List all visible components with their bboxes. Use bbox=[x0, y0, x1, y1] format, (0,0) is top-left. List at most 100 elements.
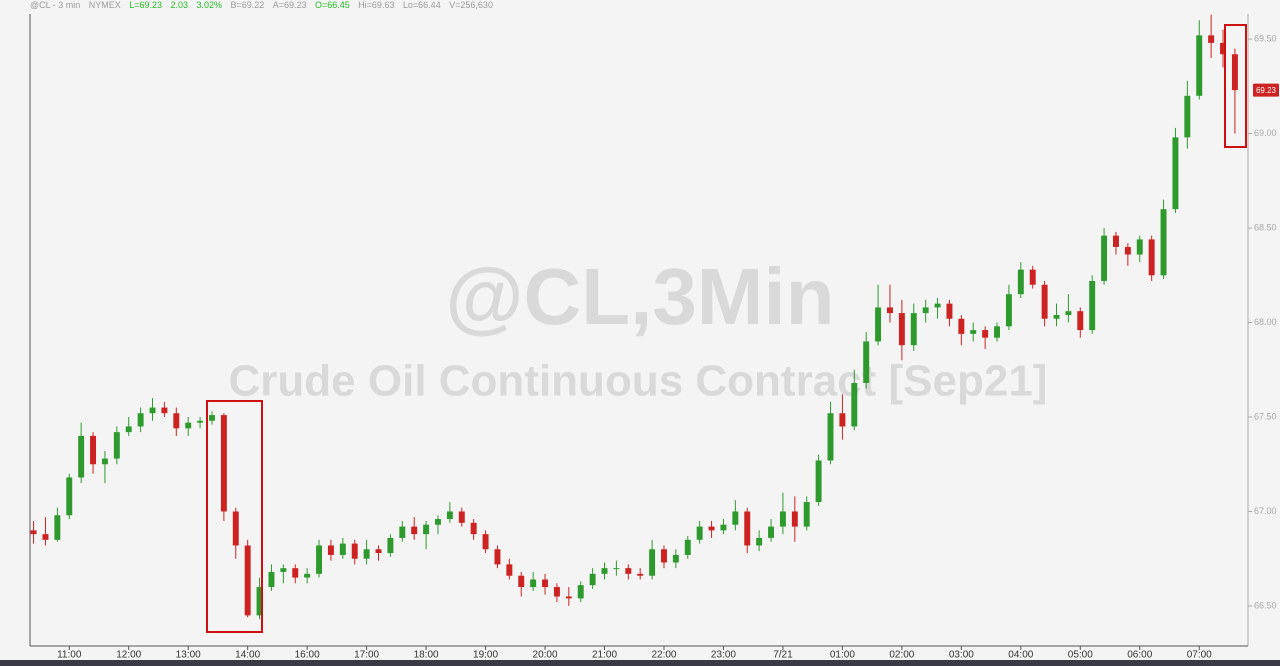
candle-body bbox=[649, 549, 656, 576]
candle-body bbox=[863, 341, 870, 383]
candle-body bbox=[42, 534, 49, 540]
candle-body bbox=[292, 568, 299, 578]
x-tick-label: 16:00 bbox=[295, 650, 320, 661]
candle-body bbox=[696, 526, 703, 540]
candle-body bbox=[423, 524, 430, 535]
candle-body bbox=[732, 511, 739, 525]
candle-body bbox=[922, 307, 929, 314]
candle-body bbox=[363, 549, 370, 559]
highlight-box bbox=[206, 400, 263, 633]
candle-body bbox=[399, 526, 406, 538]
x-tick-label: 12:00 bbox=[116, 650, 141, 661]
x-tick-label: 02:00 bbox=[889, 650, 914, 661]
header-exchange: NYMEX bbox=[89, 0, 121, 10]
header: @CL - 3 min NYMEX L=69.23 2.03 3.02% B=6… bbox=[30, 0, 493, 14]
header-bid: B=69.22 bbox=[230, 0, 264, 10]
x-tick-label: 01:00 bbox=[830, 650, 855, 661]
candle-body bbox=[232, 511, 239, 546]
candle-body bbox=[197, 420, 204, 423]
candle-body bbox=[1077, 311, 1084, 331]
x-tick-label: 20:00 bbox=[533, 650, 558, 661]
candle-body bbox=[327, 545, 334, 555]
candle-body bbox=[1196, 35, 1203, 96]
candle-body bbox=[672, 554, 679, 563]
candle-body bbox=[1112, 235, 1119, 247]
candle-body bbox=[542, 579, 549, 588]
candle-body bbox=[1017, 269, 1024, 295]
x-tick-label: 18:00 bbox=[414, 650, 439, 661]
header-last: L=69.23 bbox=[129, 0, 162, 10]
candle-body bbox=[1053, 314, 1060, 319]
candle-body bbox=[280, 568, 287, 572]
header-volume: V=256,630 bbox=[449, 0, 493, 10]
candle-body bbox=[1148, 239, 1155, 276]
candle-body bbox=[435, 519, 441, 525]
candle-body bbox=[78, 435, 85, 478]
candle-body bbox=[113, 432, 120, 459]
candle-body bbox=[209, 415, 215, 421]
candle-body bbox=[875, 307, 882, 342]
candle-body bbox=[1220, 42, 1226, 55]
x-tick-label: 21:00 bbox=[592, 650, 617, 661]
candle-body bbox=[708, 526, 715, 531]
candle-body bbox=[482, 534, 489, 550]
header-hi: Hi=69.63 bbox=[358, 0, 394, 10]
header-open: O=66.45 bbox=[315, 0, 350, 10]
y-tick-label: 68.00 bbox=[1254, 317, 1277, 327]
candle-body bbox=[994, 326, 1000, 338]
x-tick-label: 22:00 bbox=[651, 650, 676, 661]
y-tick-label: 68.50 bbox=[1254, 222, 1277, 232]
candle-body bbox=[779, 511, 786, 527]
candle-body bbox=[625, 568, 632, 574]
header-ask: A=69.23 bbox=[273, 0, 307, 10]
candle-body bbox=[220, 415, 227, 512]
candle-body bbox=[1089, 280, 1096, 331]
candle-body bbox=[1160, 209, 1167, 276]
candle-body bbox=[530, 579, 537, 588]
candle-body bbox=[589, 573, 596, 586]
candle-body bbox=[553, 587, 560, 597]
x-tick-label: 04:00 bbox=[1008, 650, 1033, 661]
candle-body bbox=[982, 330, 989, 338]
candle-body bbox=[910, 313, 917, 346]
candle-body bbox=[887, 307, 893, 314]
header-lo: Lo=66.44 bbox=[403, 0, 441, 10]
watermark: @CL,3Min bbox=[445, 252, 834, 341]
candle-body bbox=[1005, 294, 1012, 327]
x-tick-label: 11:00 bbox=[57, 650, 82, 661]
candle-body bbox=[351, 543, 358, 559]
candle-body bbox=[101, 458, 108, 465]
candle-body bbox=[934, 303, 941, 308]
header-change: 2.03 bbox=[171, 0, 189, 10]
x-tick-label: 13:00 bbox=[176, 650, 201, 661]
candle-body bbox=[613, 568, 620, 570]
x-tick-label: 14:00 bbox=[235, 650, 260, 661]
candle-body bbox=[970, 330, 977, 334]
y-tick-label: 69.00 bbox=[1254, 128, 1277, 138]
watermark-subtitle: Crude Oil Continuous Contract [Sep21] bbox=[229, 357, 1048, 406]
candle-body bbox=[304, 573, 311, 578]
candle-body bbox=[946, 303, 953, 319]
candle-body bbox=[661, 549, 667, 563]
y-tick-label: 67.50 bbox=[1254, 411, 1277, 421]
candle-body bbox=[565, 596, 572, 599]
y-tick-label: 66.50 bbox=[1254, 600, 1277, 610]
candle-body bbox=[684, 539, 691, 555]
x-tick-label: 23:00 bbox=[711, 650, 736, 661]
candle-body bbox=[1124, 246, 1131, 255]
candle-body bbox=[851, 382, 858, 427]
candle-body bbox=[411, 526, 418, 535]
candle-body bbox=[137, 413, 144, 427]
candle-body bbox=[1208, 35, 1215, 43]
candle-body bbox=[30, 530, 37, 535]
header-pct: 3.02% bbox=[196, 0, 222, 10]
candle-body bbox=[494, 549, 501, 565]
candle-body bbox=[815, 460, 822, 503]
candle-body bbox=[244, 545, 251, 616]
y-tick-label: 69.50 bbox=[1254, 34, 1277, 44]
candle-body bbox=[1029, 269, 1036, 285]
candle-body bbox=[756, 537, 763, 546]
candle-body bbox=[1172, 137, 1179, 210]
